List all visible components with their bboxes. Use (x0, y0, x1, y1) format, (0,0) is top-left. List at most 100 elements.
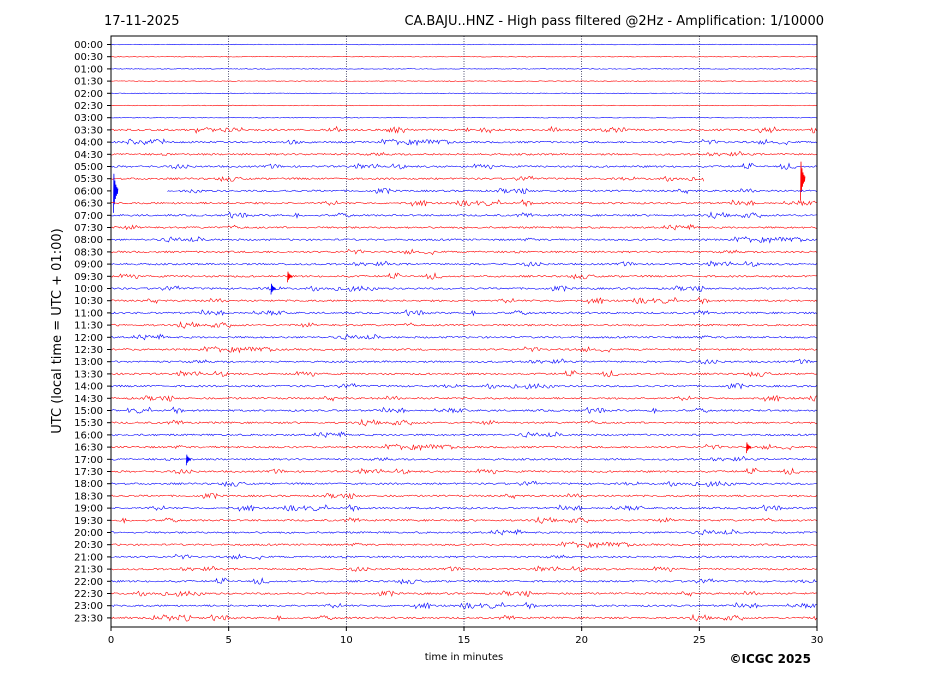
trace-07:30 (110, 223, 817, 231)
y-tick-label: 03:30 (74, 125, 103, 136)
trace-22:00 (110, 577, 817, 585)
event-09:30 (287, 271, 293, 283)
y-tick-label: 03:00 (74, 113, 103, 124)
y-tick-label: 23:30 (74, 613, 103, 624)
trace-04:00 (110, 138, 817, 147)
grid-lines (228, 36, 700, 627)
trace-23:00 (110, 601, 817, 610)
trace-00:30 (110, 56, 817, 58)
copyright-label: ©ICGC 2025 (729, 652, 811, 666)
trace-19:30 (110, 516, 817, 525)
y-tick-label: 23:00 (74, 601, 103, 612)
x-tick-label: 5 (225, 635, 231, 646)
y-tick-label: 07:00 (74, 211, 103, 222)
y-tick-label: 21:00 (74, 552, 103, 563)
trace-13:30 (110, 369, 817, 378)
y-tick-label: 00:00 (74, 40, 103, 51)
chart-title: CA.BAJU..HNZ - High pass filtered @2Hz -… (405, 14, 825, 29)
trace-01:00 (110, 68, 817, 70)
trace-15:30 (110, 418, 817, 427)
event-17:00 (185, 454, 192, 466)
trace-11:00 (111, 309, 817, 317)
y-tick-label: 08:00 (74, 235, 103, 246)
trace-09:00 (110, 260, 817, 268)
y-tick-label: 22:30 (74, 589, 103, 600)
y-tick-label: 09:30 (74, 272, 103, 283)
trace-11:30 (110, 321, 817, 329)
y-tick-label: 12:30 (74, 345, 103, 356)
event-05:30 (800, 161, 806, 201)
trace-15:00 (110, 406, 817, 415)
trace-18:00 (110, 480, 817, 488)
y-tick-label: 04:00 (74, 138, 103, 149)
trace-19:00 (110, 504, 817, 513)
x-tick-label: 0 (108, 635, 114, 646)
y-tick-label: 01:30 (74, 77, 103, 88)
trace-00:00 (110, 43, 817, 46)
trace-21:30 (110, 565, 817, 573)
trace-18:30 (110, 492, 817, 500)
event-10:00 (270, 283, 276, 295)
trace-20:30 (110, 541, 817, 549)
y-tick-label: 16:00 (74, 430, 103, 441)
y-tick-label: 14:30 (74, 394, 103, 405)
seismic-traces (110, 43, 817, 622)
x-tick-label: 15 (458, 635, 471, 646)
trace-20:00 (110, 528, 817, 536)
y-tick-label: 13:30 (74, 369, 103, 380)
trace-16:30 (110, 443, 817, 452)
y-tick-label: 21:30 (74, 565, 103, 576)
trace-08:00 (110, 236, 817, 244)
y-tick-label: 12:00 (74, 333, 103, 344)
event-16:30 (746, 442, 752, 454)
trace-14:30 (110, 394, 817, 402)
x-tick-label: 10 (340, 635, 353, 646)
y-tick-label: 11:00 (74, 308, 103, 319)
trace-12:30 (110, 346, 817, 354)
plot-frame (110, 35, 818, 628)
x-tick-label: 20 (575, 635, 588, 646)
y-tick-label: 07:30 (74, 223, 103, 234)
y-tick-label: 02:30 (74, 101, 103, 112)
trace-23:30 (110, 613, 817, 622)
trace-17:30 (110, 467, 817, 475)
trace-05:00 (110, 162, 817, 170)
y-tick-label: 10:00 (74, 284, 103, 295)
trace-03:00 (110, 117, 817, 119)
y-tick-label: 16:30 (74, 443, 103, 454)
y-tick-label: 18:00 (74, 479, 103, 490)
trace-12:00 (110, 333, 817, 341)
y-tick-label: 20:30 (74, 540, 103, 551)
y-axis-label: UTC (local time = UTC + 01:00) (50, 228, 65, 433)
y-tick-label: 13:00 (74, 357, 103, 368)
trace-17:00 (110, 455, 817, 462)
trace-04:30 (110, 150, 817, 157)
y-tick-label: 11:30 (74, 321, 103, 332)
x-axis-label: time in minutes (425, 652, 504, 663)
trace-06:30 (110, 199, 817, 208)
y-tick-label: 17:00 (74, 455, 103, 466)
trace-06:00 (167, 187, 817, 195)
y-tick-label: 02:00 (74, 89, 103, 100)
y-tick-label: 15:00 (74, 406, 103, 417)
y-tick-label: 08:30 (74, 247, 103, 258)
trace-09:30 (110, 272, 817, 280)
y-tick-label: 20:00 (74, 528, 103, 539)
trace-14:00 (110, 383, 817, 390)
y-tick-label: 17:30 (74, 467, 103, 478)
y-tick-label: 14:00 (74, 382, 103, 393)
trace-07:00 (110, 211, 817, 220)
x-tick-label: 25 (693, 635, 706, 646)
trace-05:30 (110, 175, 705, 183)
y-tick-label: 00:30 (74, 52, 103, 63)
trace-10:30 (110, 296, 817, 305)
trace-03:30 (110, 125, 817, 134)
trace-21:00 (110, 553, 817, 561)
y-tick-label: 18:30 (74, 491, 103, 502)
trace-02:00 (110, 92, 817, 94)
trace-02:30 (110, 104, 817, 107)
y-tick-label: 15:30 (74, 418, 103, 429)
trace-13:00 (110, 358, 817, 365)
trace-01:30 (110, 80, 817, 82)
